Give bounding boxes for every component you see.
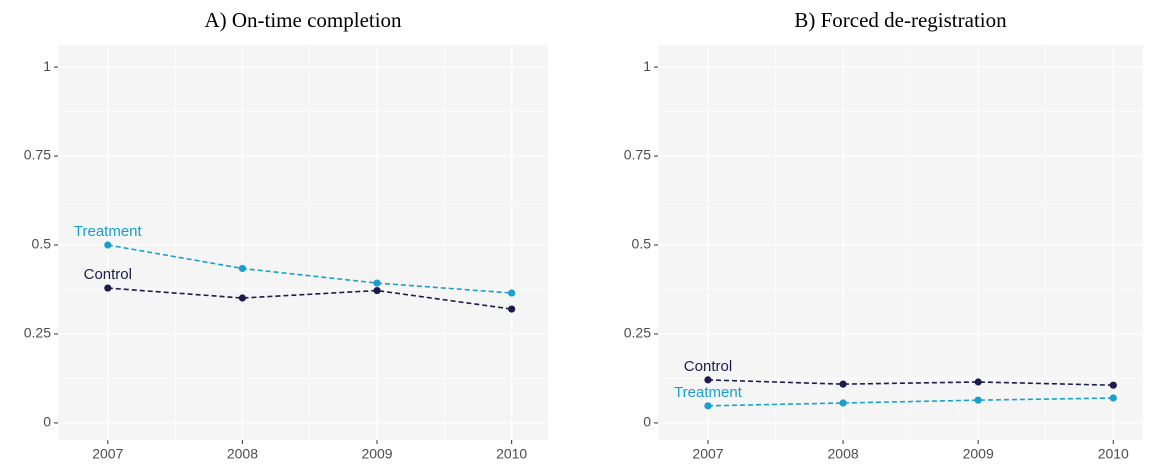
data-point (1109, 381, 1117, 389)
x-tick-label: 2007 (92, 446, 123, 462)
data-point (508, 289, 516, 297)
series-line (707, 379, 1114, 386)
series-line (707, 397, 1114, 407)
series-label: Control (84, 266, 132, 283)
plot-background (58, 45, 548, 440)
x-tick-label: 2008 (227, 446, 258, 462)
data-point (1109, 394, 1117, 402)
chart-title: B) Forced de-registration (794, 8, 1007, 32)
series-label: Treatment (74, 223, 143, 240)
y-tick-label: 0 (43, 414, 51, 430)
data-point (839, 380, 847, 388)
y-tick-label: 1 (643, 58, 651, 74)
y-tick-label: 0.75 (624, 147, 651, 163)
x-tick-label: 2008 (828, 446, 859, 462)
x-tick-label: 2009 (361, 446, 392, 462)
y-tick-label: 0.25 (624, 325, 651, 341)
y-tick-label: 0.25 (24, 325, 51, 341)
data-point (508, 305, 516, 313)
series-line (107, 287, 512, 310)
data-point (238, 294, 247, 302)
series-line (107, 244, 512, 294)
data-point (104, 241, 112, 249)
x-tick-label: 2009 (963, 446, 994, 462)
x-tick-label: 2010 (496, 446, 527, 462)
data-point (704, 402, 712, 410)
x-tick-label: 2010 (1098, 446, 1129, 462)
y-tick-label: 1 (43, 58, 51, 74)
data-point (238, 264, 247, 273)
y-tick-label: 0.5 (632, 236, 652, 252)
data-point (704, 376, 712, 384)
plot-background (658, 45, 1143, 440)
data-point (974, 378, 982, 386)
y-tick-label: 0.5 (32, 236, 52, 252)
data-point (974, 396, 982, 404)
chart-title: A) On-time completion (204, 8, 402, 32)
x-tick-label: 2007 (692, 446, 723, 462)
data-point (373, 286, 381, 295)
series-label: Treatment (674, 384, 743, 401)
data-point (373, 279, 381, 287)
y-tick-label: 0.75 (24, 147, 51, 163)
series-label: Control (684, 358, 732, 375)
y-tick-label: 0 (643, 414, 651, 430)
data-point (839, 399, 847, 407)
data-point (104, 284, 112, 292)
